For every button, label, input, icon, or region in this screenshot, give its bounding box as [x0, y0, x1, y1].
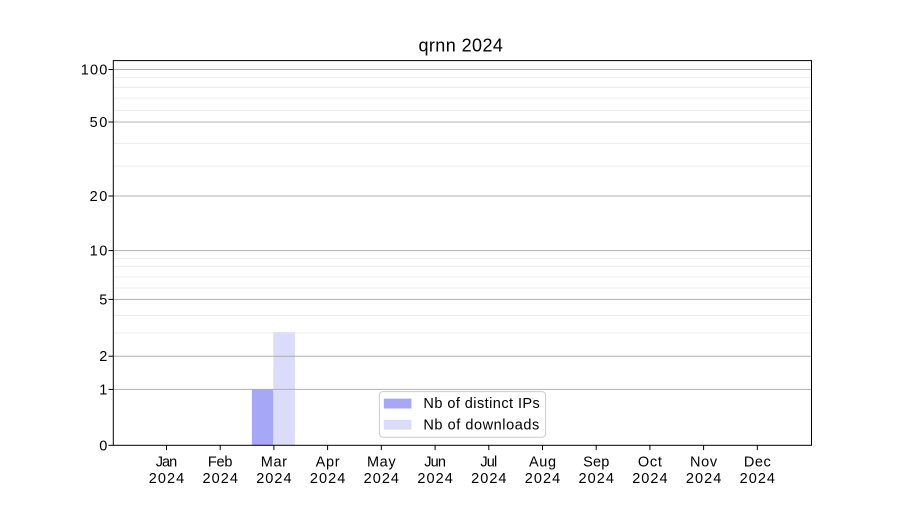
- svg-text:May: May: [367, 454, 396, 470]
- svg-text:Jan: Jan: [156, 454, 177, 470]
- svg-text:2024: 2024: [364, 471, 399, 487]
- svg-text:2024: 2024: [740, 471, 775, 487]
- svg-text:2024: 2024: [149, 471, 184, 487]
- svg-text:20: 20: [90, 189, 108, 205]
- svg-text:2024: 2024: [525, 471, 560, 487]
- svg-text:qrnn 2024: qrnn 2024: [418, 36, 503, 56]
- svg-text:Sep: Sep: [583, 454, 609, 470]
- svg-text:Nb of downloads: Nb of downloads: [423, 417, 539, 433]
- svg-text:50: 50: [90, 115, 108, 131]
- svg-text:100: 100: [81, 63, 108, 79]
- svg-text:Feb: Feb: [208, 454, 233, 470]
- svg-text:Nov: Nov: [690, 454, 718, 470]
- svg-text:2024: 2024: [417, 471, 452, 487]
- svg-text:2024: 2024: [310, 471, 345, 487]
- svg-text:5: 5: [99, 292, 107, 308]
- svg-text:2024: 2024: [686, 471, 721, 487]
- svg-text:Apr: Apr: [316, 454, 340, 470]
- svg-text:Nb of distinct IPs: Nb of distinct IPs: [423, 396, 539, 412]
- svg-text:10: 10: [90, 244, 108, 260]
- svg-text:2024: 2024: [579, 471, 614, 487]
- svg-text:Mar: Mar: [261, 454, 287, 470]
- svg-text:0: 0: [99, 438, 107, 454]
- svg-text:Jul: Jul: [480, 454, 497, 470]
- svg-text:Jun: Jun: [424, 454, 446, 470]
- svg-text:2024: 2024: [203, 471, 238, 487]
- svg-text:2024: 2024: [471, 471, 506, 487]
- svg-text:Aug: Aug: [529, 454, 556, 470]
- svg-text:2024: 2024: [632, 471, 667, 487]
- svg-text:2024: 2024: [256, 471, 291, 487]
- svg-text:Dec: Dec: [744, 454, 771, 470]
- svg-text:Oct: Oct: [638, 454, 662, 470]
- svg-text:1: 1: [99, 382, 107, 398]
- svg-text:2: 2: [99, 349, 107, 365]
